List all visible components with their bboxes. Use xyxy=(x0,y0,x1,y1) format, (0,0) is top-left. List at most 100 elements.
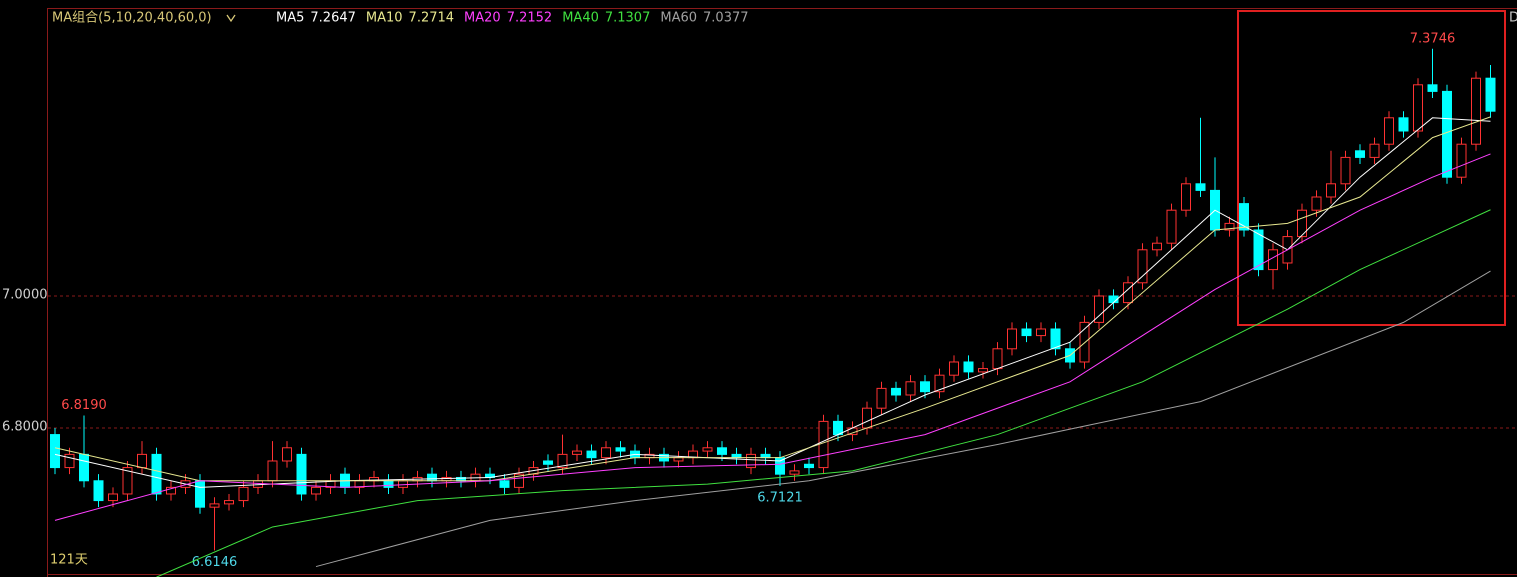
candle-body xyxy=(934,374,945,393)
candle-body xyxy=(267,460,278,482)
candle-body xyxy=(195,480,205,508)
candle-body xyxy=(1166,209,1177,244)
candle-body xyxy=(1152,242,1162,251)
candle-body xyxy=(238,486,249,502)
candle-body xyxy=(572,450,582,455)
candle-body xyxy=(1485,77,1496,112)
candle-body xyxy=(514,473,524,488)
candle-body xyxy=(499,480,510,488)
high-label: 7.3746 xyxy=(1410,31,1456,46)
candle-body xyxy=(586,450,597,459)
candle-body xyxy=(920,381,930,393)
ma-line xyxy=(315,270,1491,568)
candle-body xyxy=(224,500,234,505)
legend-name: MA20 xyxy=(464,11,501,26)
high-label: 6.8190 xyxy=(61,398,107,413)
candle-body xyxy=(1427,84,1438,92)
candle-body xyxy=(427,473,437,482)
candle-body xyxy=(1311,196,1322,211)
candle-body xyxy=(398,480,408,488)
candle-body xyxy=(166,486,176,495)
period-label: 121天 xyxy=(50,553,88,568)
candle-body xyxy=(1123,282,1133,304)
y-tick-label: 6.8000 xyxy=(2,419,48,434)
candle-body xyxy=(1471,77,1481,145)
candle-body xyxy=(1398,117,1409,132)
candle-body xyxy=(50,434,60,469)
highlight-box xyxy=(1237,10,1506,326)
candle-body xyxy=(64,453,75,469)
candle-body xyxy=(122,467,133,495)
legend-name: MA40 xyxy=(562,11,599,26)
candle-body xyxy=(543,460,553,465)
candle-body xyxy=(1094,295,1104,323)
candle-body xyxy=(93,480,104,502)
candle-body xyxy=(978,368,988,373)
candle-body xyxy=(1297,209,1307,238)
candle-body xyxy=(876,387,887,409)
candle-body xyxy=(615,447,626,452)
candle-body xyxy=(717,447,727,455)
candle-body xyxy=(1239,203,1249,231)
legend-value: 7.1307 xyxy=(605,11,651,26)
candle-body xyxy=(383,480,394,488)
candle-body xyxy=(1253,229,1264,271)
candle-body xyxy=(804,463,814,469)
dropdown-icon[interactable] xyxy=(226,14,236,23)
ma-line xyxy=(54,153,1491,521)
candle-body xyxy=(862,407,872,429)
legend-name: MA60 xyxy=(660,11,697,26)
candle-body xyxy=(1442,90,1452,178)
legend-title: MA组合(5,10,20,40,60,0) xyxy=(52,11,212,26)
candle-body xyxy=(209,503,220,508)
ma-line xyxy=(54,116,1491,482)
candle-body xyxy=(702,447,713,452)
legend-value: 7.0377 xyxy=(703,11,749,26)
legend-value: 7.2647 xyxy=(310,11,356,26)
candle-body xyxy=(1007,328,1017,350)
legend: MA组合(5,10,20,40,60,0) MA5 7.2647 MA10 7.271… xyxy=(52,11,749,26)
candle-body xyxy=(1137,249,1148,284)
candle-body xyxy=(1413,84,1423,132)
candle-body xyxy=(746,453,756,469)
candle-body xyxy=(151,453,162,495)
ma-line xyxy=(156,209,1491,577)
legend-value: 7.2714 xyxy=(409,11,455,26)
legend-name: MA5 xyxy=(276,11,304,26)
candle-body xyxy=(79,453,89,482)
candle-body xyxy=(963,361,974,373)
candle-body xyxy=(137,453,147,469)
candle-body xyxy=(1224,222,1235,231)
candle-body xyxy=(1355,150,1365,158)
candle-body xyxy=(1384,117,1394,145)
legend-value: 7.2152 xyxy=(507,11,553,26)
candle-body xyxy=(905,381,916,396)
candle-body xyxy=(818,420,829,469)
candle-body xyxy=(253,480,263,488)
y-tick-label: 7.0000 xyxy=(2,287,48,302)
candle-body xyxy=(601,447,611,459)
candle-body xyxy=(949,361,959,376)
candle-body xyxy=(992,348,1003,370)
candle-body xyxy=(1021,328,1032,337)
corner-label: D xyxy=(1509,11,1517,26)
candle-body xyxy=(108,493,118,502)
low-label: 6.6146 xyxy=(192,555,238,570)
candle-body xyxy=(1326,183,1336,198)
candle-body xyxy=(775,457,785,475)
candle-body xyxy=(891,387,901,396)
low-label: 6.7121 xyxy=(757,490,803,505)
candle-body xyxy=(311,486,321,495)
candle-body xyxy=(1456,143,1467,178)
candle-body xyxy=(1036,328,1046,337)
candle-body xyxy=(282,447,292,462)
candle-body xyxy=(1195,183,1206,191)
candle-body xyxy=(789,470,800,475)
candle-body xyxy=(1050,328,1061,350)
candle-body xyxy=(1181,183,1191,211)
candle-body xyxy=(557,453,568,469)
candle-body xyxy=(1340,156,1351,185)
legend-name: MA10 xyxy=(366,11,403,26)
